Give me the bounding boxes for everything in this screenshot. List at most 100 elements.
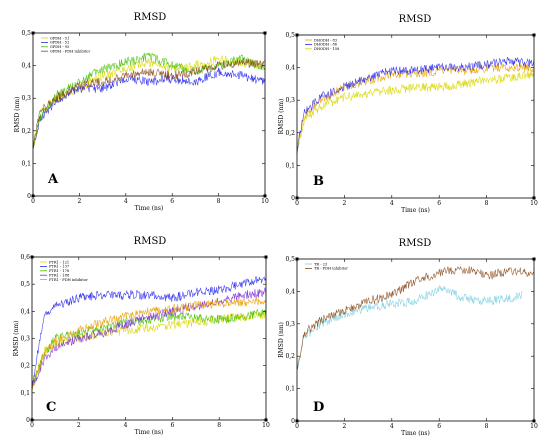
legend-entry: DHODH - 86 (314, 43, 338, 47)
y-tick-label: 0,2 (20, 363, 30, 370)
y-tick-label: 0,4 (285, 65, 295, 72)
y-tick-label: 0,3 (285, 97, 295, 104)
legend-entry: PTR1 - 178 (49, 269, 70, 273)
panel-letter: A (47, 172, 59, 187)
legend-entry: PTR1 - 121 (49, 260, 69, 264)
series-line-b-2 (296, 57, 535, 154)
panel-letter: B (313, 174, 324, 189)
legend-entry: TR - FDH inhibitor (314, 267, 348, 271)
x-tick-label: 0 (31, 198, 35, 205)
chart-title: RMSD (134, 12, 167, 23)
x-tick-label: 0 (295, 423, 299, 430)
chart-panel-c: RMSD 0 2 4 6 8 10 0 0,1 0,2 0,3 0,4 0,5 0,6 Time (ns) R… (13, 236, 270, 436)
x-tick-label: 6 (170, 422, 174, 429)
panel-letter: C (46, 400, 56, 415)
x-tick-label: 6 (170, 198, 174, 205)
x-tick-label: 10 (530, 200, 538, 207)
x-axis-label: Time (ns) (135, 429, 164, 436)
x-tick-label: 0 (295, 200, 299, 207)
x-tick-label: 10 (262, 422, 270, 429)
y-tick-label: 0,4 (285, 288, 295, 295)
y-tick-label: 0 (27, 193, 31, 200)
y-tick-label: 0,1 (285, 162, 295, 169)
x-tick-label: 10 (261, 198, 269, 205)
y-tick-label: 0,4 (20, 308, 30, 315)
legend-entry: GPDH - 95 (50, 45, 70, 49)
chart-title: RMSD (399, 14, 432, 25)
chart-panel-b: RMSD 0 2 4 6 8 10 0 0,1 0,2 0,3 0,4 0,5 Time (ns) RMSD… (278, 14, 538, 214)
y-tick-label: 0,5 (285, 32, 295, 39)
y-tick-label: 0 (291, 195, 295, 202)
series-line-c-3 (31, 308, 267, 388)
legend-entry: GPDH - 52 (50, 41, 69, 45)
chart-title: RMSD (134, 236, 167, 247)
series-line-b-3 (296, 70, 535, 153)
x-tick-label: 6 (437, 200, 441, 207)
series-line-c-5 (31, 297, 267, 390)
x-tick-label: 8 (217, 198, 221, 205)
legend-entry: GPDH - FDH inhibitor (50, 50, 90, 54)
y-tick-label: 0,2 (285, 353, 295, 360)
chart-panel-d: RMSD 0 2 4 6 8 10 0 0,1 0,2 0,3 0,4 0,5 Time (ns) RMSD… (278, 238, 538, 437)
series-line-a-3 (32, 52, 266, 149)
y-tick-label: 0,2 (285, 130, 295, 137)
y-axis-label: RMSD (nm) (13, 321, 20, 357)
legend-entry: DHODH - 83 (314, 38, 338, 42)
y-tick-label: 0 (291, 418, 295, 425)
y-tick-label: 0,3 (21, 95, 31, 102)
legend-entry: GPDH - 51 (50, 36, 69, 40)
x-tick-label: 8 (485, 200, 489, 207)
x-tick-label: 10 (530, 423, 538, 430)
series-line-d-2 (296, 266, 535, 370)
y-tick-label: 0,2 (21, 128, 31, 135)
legend-entry: PTR1 - 137 (49, 265, 70, 269)
legend-entry: DHODH - 158 (314, 47, 340, 51)
x-tick-label: 4 (390, 200, 394, 207)
y-tick-label: 0,1 (21, 160, 31, 167)
series-line-d-1 (296, 285, 523, 370)
legend-entry: TR - 23 (314, 262, 328, 266)
chart-panel-a: RMSD 0 2 4 6 8 10 0 0,1 0,2 0,3 0,4 0,5 Time (ns) RMSD… (14, 12, 269, 212)
y-tick-label: 0 (26, 417, 30, 424)
x-tick-label: 4 (124, 198, 128, 205)
x-tick-label: 2 (342, 423, 346, 430)
series-line-a-4 (32, 57, 266, 149)
y-tick-label: 0,3 (20, 336, 30, 343)
legend-entry: PTR1 - FDH inhibitor (49, 278, 88, 282)
x-tick-label: 4 (390, 423, 394, 430)
y-axis-label: RMSD (nm) (278, 322, 285, 358)
y-axis-label: RMSD (nm) (278, 99, 285, 135)
y-tick-label: 0,4 (21, 63, 31, 70)
x-tick-label: 8 (485, 423, 489, 430)
y-tick-label: 0,6 (20, 254, 30, 261)
legend-entry: PTR1 - 188 (49, 274, 70, 278)
panel-letter: D (313, 400, 324, 415)
plot-frame (32, 32, 266, 197)
x-tick-label: 2 (342, 200, 346, 207)
x-tick-label: 2 (77, 198, 81, 205)
series-line-c-2 (31, 276, 267, 388)
series-line-a-2 (32, 67, 266, 146)
plot-frame (296, 258, 535, 422)
x-axis-label: Time (ns) (401, 207, 430, 214)
x-tick-label: 4 (124, 422, 128, 429)
x-tick-label: 0 (30, 422, 34, 429)
series-line-c-4 (31, 287, 267, 388)
x-tick-label: 6 (437, 423, 441, 430)
x-axis-label: Time (ns) (135, 205, 164, 212)
x-axis-label: Time (ns) (401, 430, 430, 437)
y-axis-label: RMSD (nm) (14, 97, 21, 133)
plot-frame (296, 34, 535, 199)
y-tick-label: 0,3 (285, 321, 295, 328)
y-tick-label: 0,1 (20, 390, 30, 397)
chart-title: RMSD (399, 238, 432, 249)
x-tick-label: 2 (77, 422, 81, 429)
y-tick-label: 0,5 (20, 281, 30, 288)
y-tick-label: 0,1 (285, 386, 295, 393)
x-tick-label: 8 (217, 422, 221, 429)
